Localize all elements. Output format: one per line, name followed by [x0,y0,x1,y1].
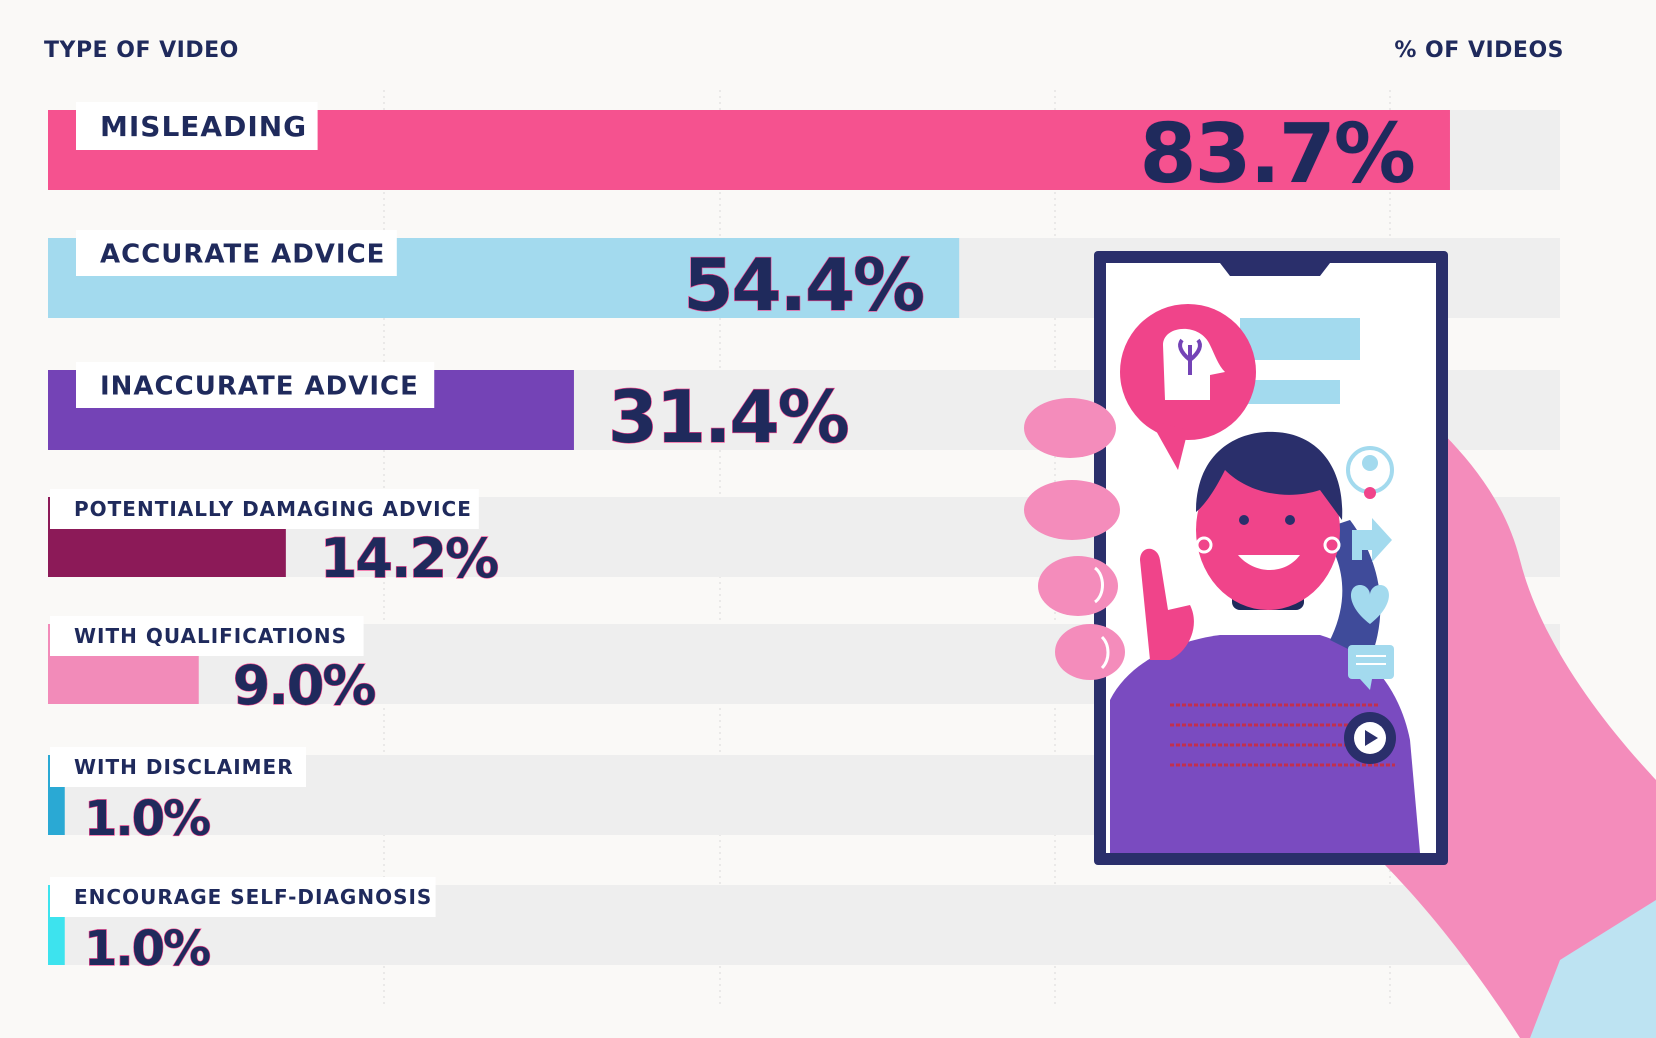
hand-icon [1380,392,1656,1038]
woman-presenter-icon [1110,431,1420,853]
value-label: 31.4% [608,375,848,459]
category-label-tab [76,102,318,150]
category-label-tab [76,362,435,408]
category-label: WITH QUALIFICATIONS [74,624,347,648]
play-icon [1344,712,1396,764]
value-label: 1.0% [84,921,210,977]
category-label-tab [50,877,436,917]
axis-header-percent: % OF VIDEOS [1394,38,1564,63]
value-label: 9.0% [233,654,376,717]
category-label: INACCURATE ADVICE [100,371,419,401]
heart-icon [1350,585,1390,624]
category-label-tab [50,489,479,529]
value-label: 1.0% [84,791,210,847]
value-label: 14.2% [320,527,498,590]
profile-icon [1346,446,1394,499]
head-plant-bubble-icon [1120,304,1256,470]
share-icon [1352,518,1392,562]
value-label: 54.4% [683,243,923,327]
category-label-tab [50,616,364,656]
category-label: MISLEADING [100,110,307,143]
value-label: 83.7% [1139,107,1413,202]
category-label: ACCURATE ADVICE [100,239,385,269]
category-label: ENCOURAGE SELF-DIAGNOSIS [74,885,432,909]
category-label-tab [50,747,306,787]
finger-tips [1024,398,1125,680]
bars: MISLEADING 83.7% ACCURATE ADVICE 54.4% INACC… [48,102,1450,978]
comment-icon [1348,645,1394,690]
category-label: POTENTIALLY DAMAGING ADVICE [74,497,472,521]
axis-header-type: TYPE OF VIDEO [44,38,239,63]
phone-illustration [1024,251,1656,1038]
category-label: WITH DISCLAIMER [74,755,294,779]
category-label-tab [76,230,397,276]
